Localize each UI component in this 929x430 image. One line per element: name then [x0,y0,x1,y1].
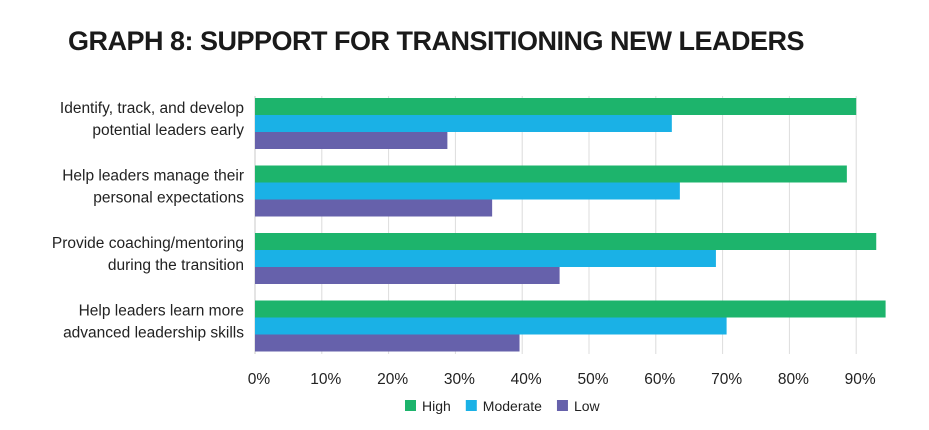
category-label: Help leaders manage their [62,168,244,185]
category-label: Provide coaching/mentoring [52,235,244,252]
x-tick-label: 90% [845,371,876,388]
x-tick-label: 20% [377,371,408,388]
legend-label: Low [574,398,601,414]
bar-high [255,98,857,115]
bar-low [255,334,520,352]
legend-swatch [405,400,416,411]
legend-label: Moderate [483,398,542,414]
bar-high [255,300,886,318]
bar-moderate [255,317,727,335]
bar-moderate [255,182,680,200]
category-label: potential leaders early [92,122,244,139]
bar-high [255,165,847,183]
legend-swatch [556,400,568,411]
x-tick-label: 50% [577,371,608,388]
legend-swatch [465,400,477,411]
x-tick-label: 70% [711,371,742,388]
x-tick-label: 10% [310,371,341,388]
bar-moderate [255,250,716,267]
x-tick-label: 60% [644,371,675,388]
category-label: Help leaders learn more [79,303,244,320]
legend-label: High [422,398,451,414]
category-label: during the transition [108,257,244,274]
chart-title: GRAPH 8: SUPPORT FOR TRANSITIONING NEW L… [68,26,805,56]
x-tick-label: 40% [511,371,542,388]
x-tick-label: 80% [778,371,809,388]
bar-moderate [255,115,672,132]
category-label: advanced leadership skills [63,325,244,342]
bar-low [255,199,493,217]
bar-low [255,267,560,284]
x-tick-label: 0% [248,371,271,388]
bar-high [255,233,877,250]
category-label: personal expectations [93,190,244,207]
x-tick-label: 30% [444,371,475,388]
category-label: Identify, track, and develop [60,100,244,117]
bar-low [255,132,448,149]
